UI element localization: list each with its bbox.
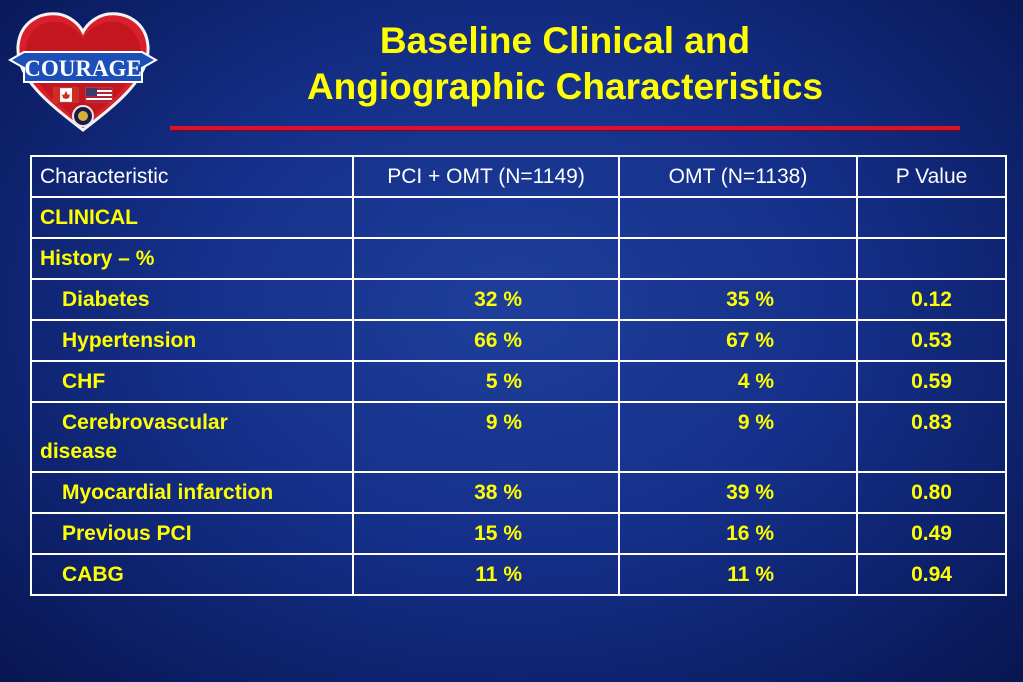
row-label: CHF bbox=[30, 360, 354, 403]
table-row: Cerebrovascular disease 9 % 9 % 0.83 bbox=[30, 401, 1007, 473]
omt-value: 67 % bbox=[726, 329, 774, 352]
omt-value: 39 % bbox=[726, 481, 774, 504]
pci-value: 11 % bbox=[475, 563, 522, 586]
table-row: Diabetes 32 % 35 % 0.12 bbox=[30, 278, 1007, 321]
p-value: 0.53 bbox=[856, 319, 1007, 362]
section-label-history: History – % bbox=[30, 237, 354, 280]
section-label-clinical: CLINICAL bbox=[30, 196, 354, 239]
table-row: Previous PCI 15 % 16 % 0.49 bbox=[30, 512, 1007, 555]
va-seal-icon bbox=[72, 105, 94, 127]
omt-value: 16 % bbox=[726, 522, 774, 545]
row-label: Previous PCI bbox=[30, 512, 354, 555]
table-row: CABG 11 % 11 % 0.94 bbox=[30, 553, 1007, 596]
row-label: Myocardial infarction bbox=[30, 471, 354, 514]
pci-value: 15 % bbox=[474, 522, 522, 545]
pci-value: 32 % bbox=[474, 288, 522, 311]
characteristics-table: Characteristic PCI + OMT (N=1149) OMT (N… bbox=[30, 155, 1007, 596]
canada-flag-icon bbox=[53, 87, 79, 103]
logo-text: COURAGE bbox=[24, 56, 142, 81]
p-value: 0.80 bbox=[856, 471, 1007, 514]
omt-value: 4 % bbox=[737, 370, 774, 393]
title-line-1: Baseline Clinical and bbox=[379, 20, 751, 61]
title-divider bbox=[170, 126, 960, 131]
p-value: 0.59 bbox=[856, 360, 1007, 403]
courage-logo: COURAGE bbox=[8, 12, 158, 132]
section-row-history: History – % bbox=[30, 237, 1007, 280]
row-label: Cerebrovascular disease bbox=[30, 401, 354, 473]
p-value: 0.12 bbox=[856, 278, 1007, 321]
title-line-2: Angiographic Characteristics bbox=[306, 66, 824, 107]
p-value: 0.49 bbox=[856, 512, 1007, 555]
omt-value: 9 % bbox=[737, 411, 774, 434]
header-p-value: P Value bbox=[856, 155, 1007, 198]
row-label-line-1: Cerebrovascular bbox=[62, 411, 228, 434]
p-value: 0.94 bbox=[856, 553, 1007, 596]
pci-value: 9 % bbox=[485, 411, 522, 434]
pci-value: 5 % bbox=[485, 370, 522, 393]
table-row: CHF 5 % 4 % 0.59 bbox=[30, 360, 1007, 403]
p-value: 0.83 bbox=[856, 401, 1007, 473]
section-row-clinical: CLINICAL bbox=[30, 196, 1007, 239]
row-label: CABG bbox=[30, 553, 354, 596]
header-pci-omt: PCI + OMT (N=1149) bbox=[352, 155, 620, 198]
omt-value: 11 % bbox=[727, 563, 774, 586]
row-label: Hypertension bbox=[30, 319, 354, 362]
omt-value: 35 % bbox=[726, 288, 774, 311]
pci-value: 38 % bbox=[474, 481, 522, 504]
pci-value: 66 % bbox=[474, 329, 522, 352]
row-label: Diabetes bbox=[30, 278, 354, 321]
us-flag-icon bbox=[85, 87, 113, 103]
table-row: Myocardial infarction 38 % 39 % 0.80 bbox=[30, 471, 1007, 514]
slide-title: Baseline Clinical and Angiographic Chara… bbox=[170, 18, 960, 110]
row-label-line-2: disease bbox=[40, 440, 118, 463]
header-omt: OMT (N=1138) bbox=[618, 155, 858, 198]
table-row: Hypertension 66 % 67 % 0.53 bbox=[30, 319, 1007, 362]
header-characteristic: Characteristic bbox=[30, 155, 354, 198]
table-header-row: Characteristic PCI + OMT (N=1149) OMT (N… bbox=[30, 155, 1007, 198]
